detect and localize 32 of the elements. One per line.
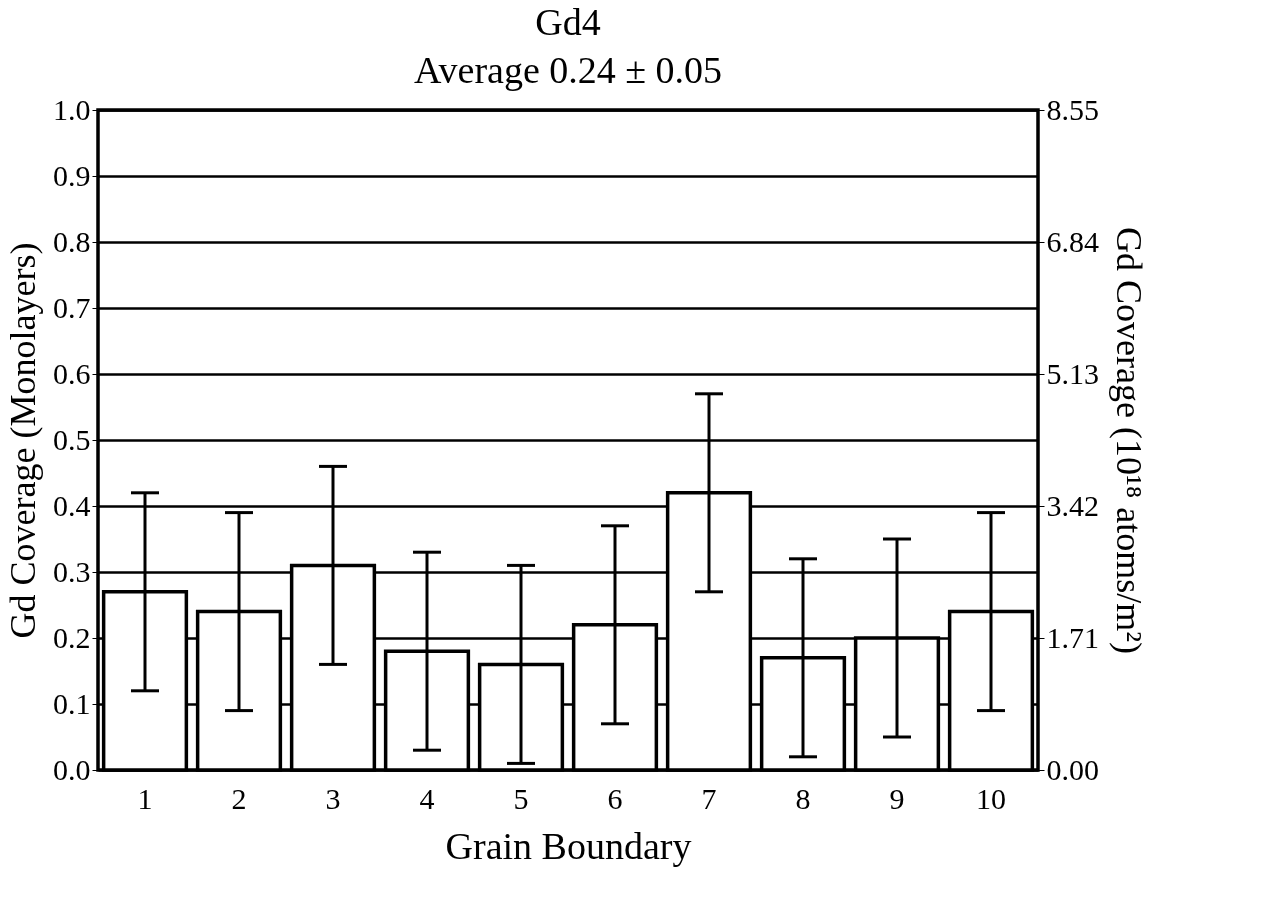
x-tick-label: 7 <box>701 781 717 815</box>
chart-subtitle: Average 0.24 ± 0.05 <box>413 49 723 91</box>
y-tick-label: 0.9 <box>53 158 91 192</box>
x-tick-label: 5 <box>513 781 529 815</box>
y2-tick-label: 8.55 <box>1046 92 1099 126</box>
y2-tick-label: 0.00 <box>1046 752 1099 786</box>
y-tick-label: 0.6 <box>53 356 91 390</box>
chart-title: Gd4 <box>535 1 601 43</box>
y-tick-label: 0.0 <box>53 752 91 786</box>
x-tick-label: 4 <box>419 781 435 815</box>
x-tick-label: 1 <box>137 781 153 815</box>
y-tick-label: 0.2 <box>53 620 91 654</box>
x-tick-label: 10 <box>976 781 1006 815</box>
x-tick-label: 2 <box>231 781 247 815</box>
y2-tick-label: 6.84 <box>1046 224 1099 258</box>
x-tick-label: 8 <box>795 781 811 815</box>
y-tick-label: 0.8 <box>53 224 91 258</box>
y2-axis-title: Gd Coverage (10¹⁸ atoms/m²) <box>1109 226 1149 655</box>
y2-tick-label: 1.71 <box>1046 620 1099 654</box>
y-axis-title: Gd Coverage (Monolayers) <box>3 242 43 639</box>
y-tick-label: 0.1 <box>53 686 91 720</box>
y2-tick-label: 5.13 <box>1046 356 1099 390</box>
y-tick-label: 1.0 <box>53 92 91 126</box>
y2-tick-label: 3.42 <box>1046 488 1099 522</box>
y-tick-label: 0.4 <box>53 488 91 522</box>
x-tick-label: 9 <box>889 781 905 815</box>
x-axis-title: Grain Boundary <box>445 824 692 867</box>
x-tick-label: 6 <box>607 781 623 815</box>
x-tick-label: 3 <box>325 781 341 815</box>
y-tick-label: 0.7 <box>53 290 91 324</box>
y-tick-label: 0.5 <box>53 422 91 456</box>
y-tick-label: 0.3 <box>53 554 91 588</box>
